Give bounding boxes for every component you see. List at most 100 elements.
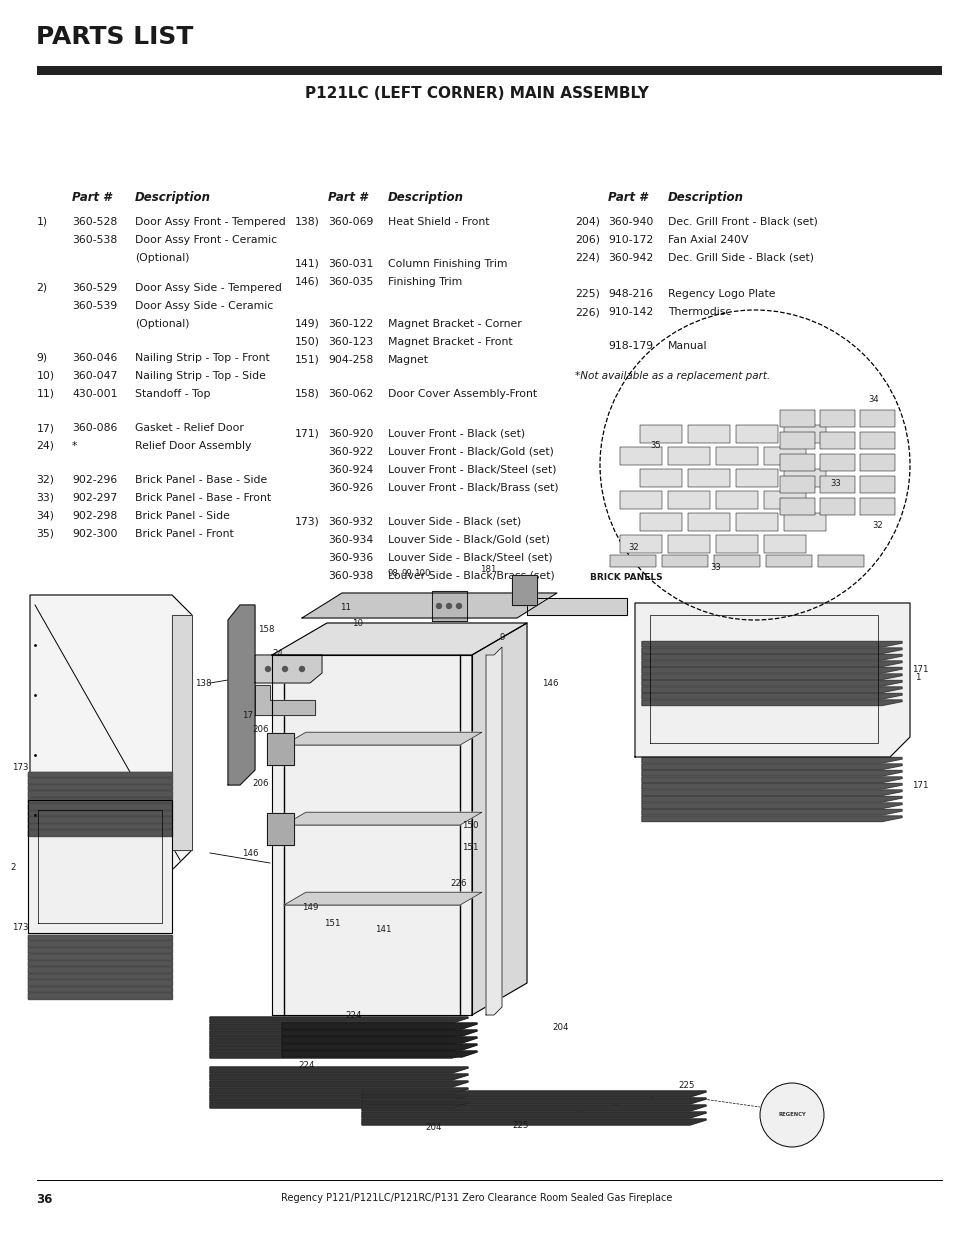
FancyBboxPatch shape — [859, 454, 894, 471]
Polygon shape — [28, 824, 172, 829]
Polygon shape — [28, 804, 172, 809]
Text: Louver Front - Black/Gold (set): Louver Front - Black/Gold (set) — [388, 447, 554, 457]
Text: 151: 151 — [324, 919, 340, 927]
Polygon shape — [28, 993, 172, 999]
FancyBboxPatch shape — [820, 410, 854, 427]
Text: Gasket - Relief Door: Gasket - Relief Door — [135, 424, 244, 433]
FancyBboxPatch shape — [859, 498, 894, 515]
Polygon shape — [641, 680, 901, 685]
Polygon shape — [641, 809, 901, 815]
Text: Louver Front - Black/Steel (set): Louver Front - Black/Steel (set) — [388, 466, 556, 475]
Polygon shape — [641, 655, 901, 659]
FancyBboxPatch shape — [735, 425, 778, 443]
Text: Door Assy Side - Ceramic: Door Assy Side - Ceramic — [135, 301, 273, 311]
Text: 1): 1) — [36, 217, 48, 227]
Polygon shape — [641, 700, 901, 705]
Text: 902-297: 902-297 — [71, 493, 117, 503]
Polygon shape — [210, 1016, 468, 1023]
Text: 430-001: 430-001 — [71, 389, 117, 399]
Polygon shape — [282, 1037, 476, 1044]
Text: 360-920: 360-920 — [328, 429, 373, 438]
Text: 171: 171 — [911, 666, 927, 674]
Polygon shape — [28, 953, 172, 960]
FancyBboxPatch shape — [639, 513, 681, 531]
Polygon shape — [472, 622, 526, 1015]
Text: 206: 206 — [252, 725, 268, 734]
Text: 181: 181 — [479, 566, 496, 574]
Text: 360-936: 360-936 — [328, 553, 373, 563]
Text: Description: Description — [388, 191, 463, 204]
Polygon shape — [282, 1051, 476, 1057]
Text: 204: 204 — [552, 1023, 568, 1031]
Polygon shape — [228, 605, 254, 785]
Text: BRICK PANELS: BRICK PANELS — [589, 573, 662, 582]
Text: Part #: Part # — [607, 191, 647, 204]
Text: 360-086: 360-086 — [71, 424, 117, 433]
Text: 206: 206 — [252, 778, 268, 788]
Polygon shape — [210, 1024, 468, 1030]
Text: Door Assy Front - Tempered: Door Assy Front - Tempered — [135, 217, 286, 227]
Text: 173): 173) — [294, 517, 319, 527]
Polygon shape — [210, 1052, 468, 1058]
Circle shape — [299, 667, 304, 672]
Text: Brick Panel - Base - Front: Brick Panel - Base - Front — [135, 493, 271, 503]
Text: 360-922: 360-922 — [328, 447, 373, 457]
Polygon shape — [641, 797, 901, 802]
Polygon shape — [641, 694, 901, 699]
Text: 1: 1 — [914, 673, 920, 682]
FancyBboxPatch shape — [661, 555, 707, 567]
Polygon shape — [641, 674, 901, 679]
Text: 158): 158) — [294, 389, 319, 399]
Text: 2): 2) — [36, 283, 48, 293]
Text: 34): 34) — [36, 511, 54, 521]
Text: 36: 36 — [36, 1193, 52, 1207]
Text: 360-035: 360-035 — [328, 277, 373, 287]
Text: Description: Description — [135, 191, 211, 204]
Text: 360-031: 360-031 — [328, 259, 373, 269]
Polygon shape — [28, 967, 172, 972]
Text: 99: 99 — [401, 568, 413, 578]
FancyBboxPatch shape — [619, 535, 661, 553]
FancyBboxPatch shape — [619, 492, 661, 509]
FancyBboxPatch shape — [687, 469, 729, 487]
Polygon shape — [28, 941, 172, 946]
Polygon shape — [28, 973, 172, 979]
Text: Standoff - Top: Standoff - Top — [135, 389, 211, 399]
Text: 35): 35) — [36, 529, 54, 538]
Text: 32: 32 — [871, 520, 882, 530]
Text: 146: 146 — [541, 678, 558, 688]
Text: 171: 171 — [911, 781, 927, 789]
Polygon shape — [641, 783, 901, 789]
Text: 98: 98 — [388, 568, 398, 578]
Circle shape — [760, 1083, 823, 1147]
FancyBboxPatch shape — [859, 432, 894, 450]
FancyBboxPatch shape — [716, 535, 758, 553]
Text: (Optional): (Optional) — [135, 253, 190, 263]
Text: Column Finishing Trim: Column Finishing Trim — [388, 259, 507, 269]
Polygon shape — [284, 892, 481, 905]
Polygon shape — [210, 1067, 468, 1073]
Polygon shape — [28, 784, 172, 790]
Polygon shape — [210, 1081, 468, 1087]
Polygon shape — [302, 593, 557, 618]
Text: 902-298: 902-298 — [71, 511, 117, 521]
Text: 10: 10 — [352, 619, 363, 627]
Text: 146): 146) — [294, 277, 319, 287]
Polygon shape — [210, 1102, 468, 1108]
Polygon shape — [28, 947, 172, 953]
FancyBboxPatch shape — [735, 469, 778, 487]
FancyBboxPatch shape — [859, 410, 894, 427]
FancyBboxPatch shape — [783, 513, 825, 531]
Polygon shape — [361, 1105, 705, 1112]
Text: 138: 138 — [194, 678, 212, 688]
FancyBboxPatch shape — [639, 425, 681, 443]
Text: 149): 149) — [294, 319, 319, 329]
Text: Finishing Trim: Finishing Trim — [388, 277, 462, 287]
Text: 151): 151) — [294, 354, 319, 366]
Text: Fan Axial 240V: Fan Axial 240V — [667, 235, 748, 245]
Text: 24): 24) — [36, 441, 54, 451]
FancyBboxPatch shape — [780, 475, 814, 493]
Polygon shape — [210, 1037, 468, 1044]
Text: Louver Side - Black/Gold (set): Louver Side - Black/Gold (set) — [388, 535, 550, 545]
Text: 206): 206) — [575, 235, 599, 245]
